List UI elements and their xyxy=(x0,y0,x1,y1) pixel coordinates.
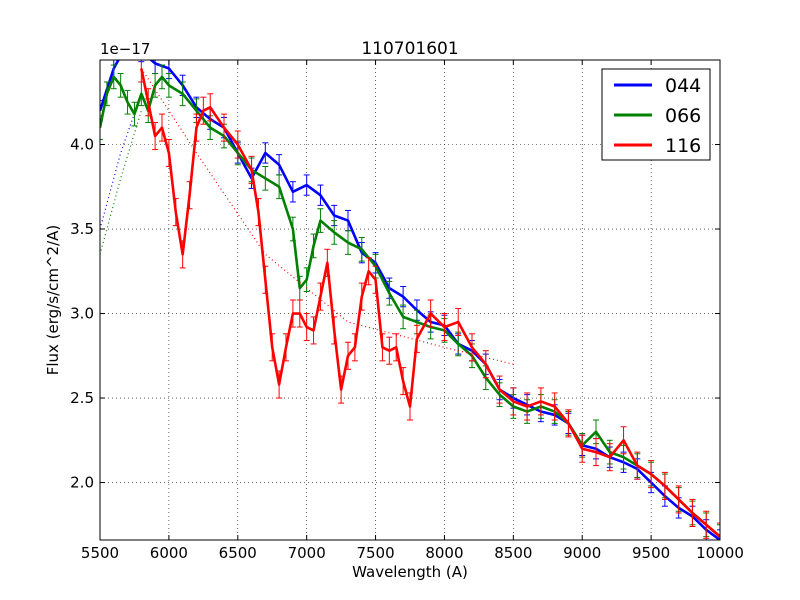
x-tick-label: 6000 xyxy=(150,544,188,562)
x-tick-label: 6500 xyxy=(219,544,257,562)
plot-data xyxy=(100,60,720,540)
y-tick-label: 2.5 xyxy=(70,389,94,407)
y-tick-label: 3.0 xyxy=(70,305,94,323)
y-axis-label: Flux (erg/s/cm^2/A) xyxy=(44,225,62,376)
legend-label-116: 116 xyxy=(665,135,701,157)
y-tick-label: 2.0 xyxy=(70,474,94,492)
plot-frame xyxy=(99,59,721,541)
y-offset-label: 1e−17 xyxy=(100,40,150,58)
legend-label-066: 066 xyxy=(665,105,701,127)
y-tick-label: 4.0 xyxy=(70,136,94,154)
legend: 044 066 116 xyxy=(601,68,711,161)
x-axis-label: Wavelength (A) xyxy=(352,563,468,581)
x-tick-label: 7500 xyxy=(356,544,394,562)
x-tick-label: 7000 xyxy=(288,544,326,562)
y-tick-label: 3.5 xyxy=(70,220,94,238)
x-tick-label: 9500 xyxy=(632,544,670,562)
chart-title: 110701601 xyxy=(361,39,458,59)
x-tick-label: 9000 xyxy=(563,544,601,562)
x-tick-label: 10000 xyxy=(696,544,744,562)
series-line-066 xyxy=(100,75,720,538)
x-tick-label: 8000 xyxy=(425,544,463,562)
legend-label-044: 044 xyxy=(665,75,701,97)
series-116 xyxy=(138,60,720,540)
continuum-116 xyxy=(140,68,514,365)
series-line-116 xyxy=(140,68,720,538)
axis-ticks: 5500 6000 6500 7000 7500 8000 8500 9000 9500 1000… xyxy=(70,60,744,562)
x-tick-label: 5500 xyxy=(81,544,119,562)
x-tick-label: 8500 xyxy=(494,544,532,562)
